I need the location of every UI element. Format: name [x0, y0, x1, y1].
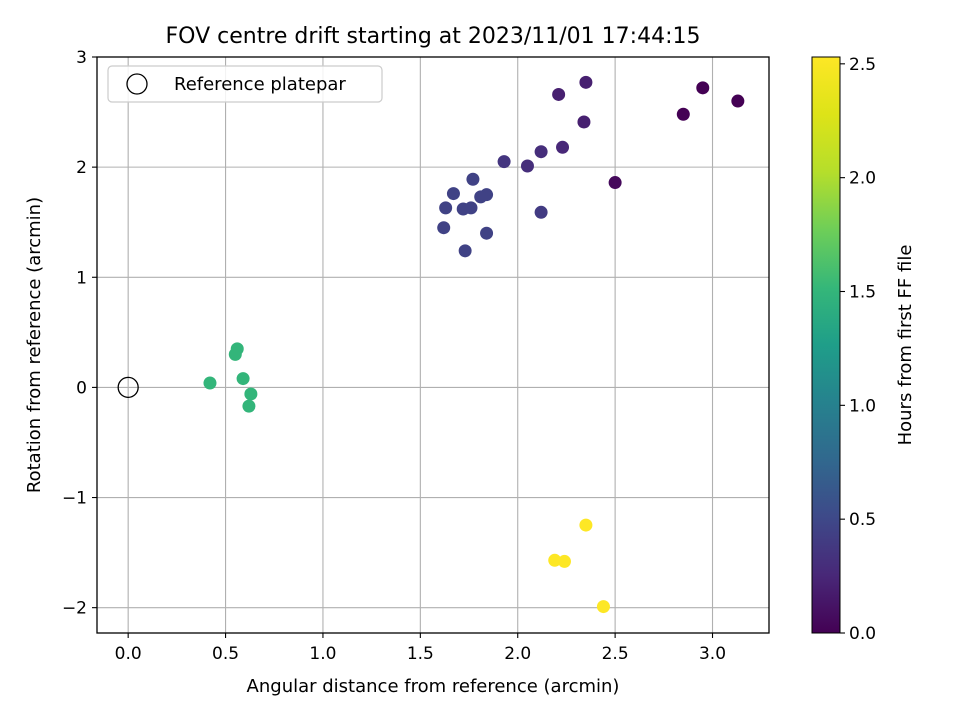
- data-point: [242, 399, 256, 413]
- x-tick-label: 2.0: [504, 644, 531, 664]
- x-tick-label: 3.0: [699, 644, 726, 664]
- x-tick-label: 2.5: [602, 644, 629, 664]
- plot-frame: [96, 56, 770, 634]
- data-point: [552, 87, 566, 101]
- x-axis-ticks: 0.0 0.5 1.0 1.5 2.0 2.5 3.0: [115, 633, 726, 664]
- legend-box: [107, 65, 383, 103]
- data-point: [228, 347, 242, 361]
- data-point: [464, 201, 478, 215]
- data-points: [117, 75, 745, 614]
- data-point: [579, 75, 593, 89]
- y-axis-label: Rotation from reference (arcmin): [24, 197, 45, 493]
- grid: [97, 56, 769, 633]
- y-tick-label: −1: [62, 489, 87, 509]
- data-point: [437, 221, 451, 235]
- y-axis-ticks: −2 −1 0 1 2 3: [62, 48, 97, 619]
- colorbar-gradient: [811, 56, 841, 634]
- y-tick-label: 3: [76, 48, 87, 68]
- colorbar-tick-label: 1.0: [849, 396, 876, 416]
- data-point: [439, 201, 453, 215]
- data-point: [579, 518, 593, 532]
- data-point: [480, 226, 494, 240]
- data-point: [244, 387, 258, 401]
- data-point: [596, 600, 610, 614]
- data-point: [557, 554, 571, 568]
- data-point: [203, 376, 217, 390]
- y-tick-label: 0: [76, 378, 87, 398]
- data-point: [556, 140, 570, 154]
- legend: Reference platepar: [107, 65, 383, 103]
- x-tick-label: 1.5: [407, 644, 434, 664]
- chart-title: FOV centre drift starting at 2023/11/01 …: [166, 24, 701, 49]
- y-tick-label: 2: [76, 158, 87, 178]
- colorbar-ticks: 0.0 0.5 1.0 1.5 2.0 2.5: [840, 55, 876, 644]
- data-point: [236, 372, 250, 386]
- data-point: [731, 94, 745, 108]
- reference-platepar-marker: [117, 376, 139, 399]
- data-point: [676, 107, 690, 121]
- y-tick-label: −2: [62, 599, 87, 619]
- y-tick-label: 1: [76, 268, 87, 288]
- x-axis-label: Angular distance from reference (arcmin): [247, 676, 620, 697]
- data-point: [534, 205, 548, 219]
- colorbar-tick-label: 0.0: [849, 624, 876, 644]
- colorbar-tick-label: 2.0: [849, 169, 876, 189]
- data-point: [446, 187, 460, 201]
- colorbar-label: Hours from first FF file: [895, 245, 916, 446]
- data-point: [608, 176, 622, 190]
- colorbar-tick-label: 1.5: [849, 282, 876, 302]
- data-point: [458, 244, 472, 258]
- data-point: [497, 155, 511, 169]
- data-point: [577, 115, 591, 129]
- data-point: [696, 81, 710, 95]
- legend-reference-label: Reference platepar: [174, 74, 346, 95]
- x-tick-label: 0.5: [212, 644, 239, 664]
- data-point: [534, 145, 548, 159]
- data-point: [474, 190, 488, 204]
- data-point: [548, 553, 562, 567]
- x-tick-label: 1.0: [309, 644, 336, 664]
- data-point: [520, 159, 534, 173]
- x-tick-label: 0.0: [115, 644, 142, 664]
- colorbar: 0.0 0.5 1.0 1.5 2.0 2.5 Hours from first FF f…: [811, 55, 916, 644]
- legend-reference-marker: [126, 73, 148, 95]
- colorbar-tick-label: 2.5: [849, 55, 876, 75]
- data-point: [466, 172, 480, 186]
- colorbar-tick-label: 0.5: [849, 510, 876, 530]
